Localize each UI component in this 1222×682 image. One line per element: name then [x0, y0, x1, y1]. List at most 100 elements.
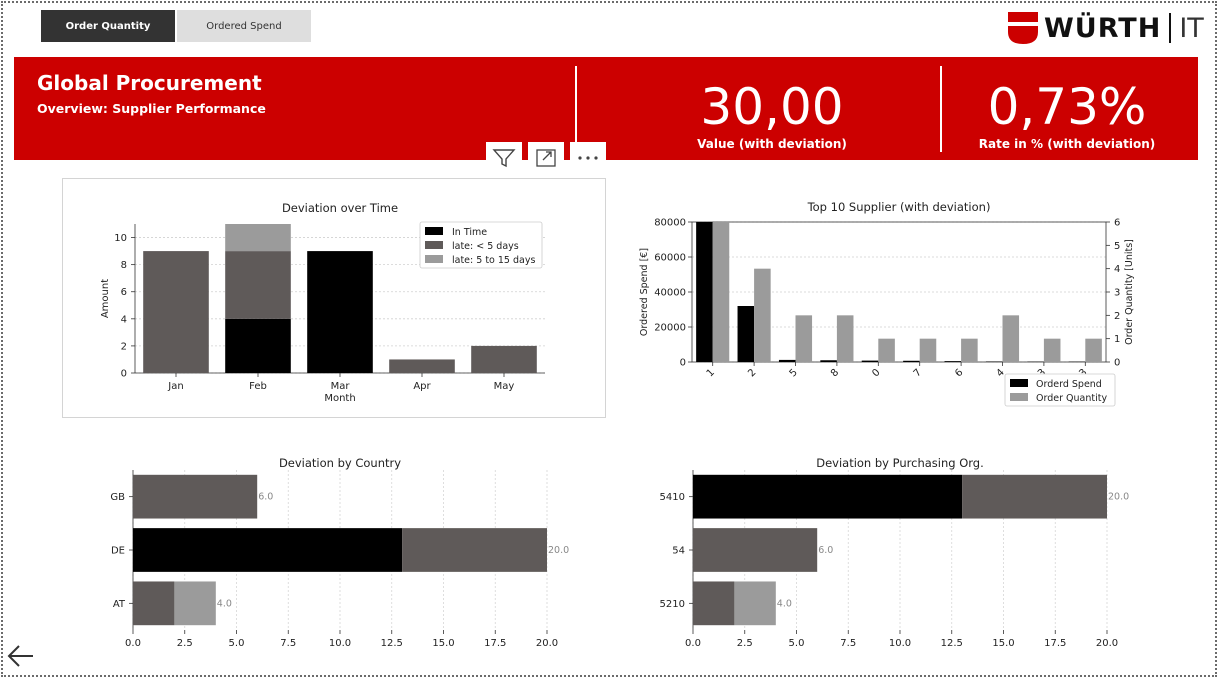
legend-swatch [1010, 379, 1028, 387]
legend-label: late: 5 to 15 days [452, 255, 535, 266]
x-axis-label: Month [324, 393, 355, 404]
chart-title: Deviation by Purchasing Org. [816, 456, 984, 470]
logo-wordmark: WÜRTH [1044, 12, 1162, 44]
x-tick-label: May [494, 381, 515, 392]
filter-icon [492, 149, 516, 168]
legend-box [419, 221, 543, 269]
focus-mode-icon [536, 149, 556, 167]
bar-ordered-spend [737, 306, 755, 362]
logo-suffix: IT [1179, 12, 1204, 44]
legend-label: late: < 5 days [452, 241, 519, 252]
x-tick-label: 12.5 [941, 638, 963, 649]
y-tick-label: 40000 [654, 288, 686, 299]
bar-segment [471, 345, 537, 373]
legend-swatch [425, 227, 443, 235]
y-tick-label: AT [113, 599, 126, 610]
bar-order-quantity [1002, 315, 1020, 362]
bar-ordered-spend [778, 359, 796, 362]
bar-total-label: 4.0 [217, 598, 232, 609]
y2-tick-label: 1 [1114, 334, 1120, 345]
header-banner: Global Procurement Overview: Supplier Pe… [14, 57, 1198, 160]
x-tick-label: 20.0 [536, 638, 558, 649]
y-tick-label: 0 [680, 358, 686, 369]
ordered-spend-button[interactable]: Ordered Spend [177, 10, 311, 42]
x-tick-label: 5.0 [789, 638, 805, 649]
bar-order-quantity [1043, 338, 1061, 362]
wurth-emblem-icon [1008, 12, 1038, 44]
y-tick-label: 5410 [660, 492, 685, 503]
y-tick-label: 5210 [660, 599, 685, 610]
bar-order-quantity [836, 315, 854, 362]
legend-label: Orderd Spend [1036, 379, 1102, 390]
x-tick-label: 17.5 [1044, 638, 1066, 649]
bar-segment [225, 224, 291, 252]
bar-segment [962, 474, 1107, 519]
legend-swatch [1010, 393, 1028, 401]
y-tick-label: 60000 [654, 253, 686, 264]
chart-deviation-by-purch-org[interactable]: 0.0 2.5 5.0 7.5 10.0 12.5 15.0 17.5 20.0 5410 20.0… [650, 450, 1150, 660]
visual-header-toolbar [486, 142, 606, 174]
y-tick-label: 20000 [654, 323, 686, 334]
x-tick-label: Jan [167, 381, 183, 392]
y-tick-label: 0 [121, 369, 127, 380]
filter-button[interactable] [486, 142, 522, 174]
y2-axis-label: Order Quantity [Units] [1124, 239, 1135, 345]
kpi-value-with-deviation: 30,00 [700, 78, 844, 136]
bar-total-label: 6.0 [258, 492, 273, 503]
y2-tick-label: 6 [1114, 218, 1120, 229]
bar-order-quantity [712, 222, 730, 362]
chart-title: Deviation by Country [279, 456, 401, 470]
y-axis-label: Amount [100, 279, 111, 318]
banner-divider [575, 66, 577, 152]
y2-tick-label: 0 [1114, 358, 1120, 369]
y2-tick-label: 3 [1114, 288, 1120, 299]
y2-tick-label: 5 [1114, 241, 1120, 252]
y-tick-label: 80000 [654, 218, 686, 229]
x-tick-label: 7 [912, 367, 924, 379]
legend-box [1004, 373, 1116, 407]
x-tick-label: 6 [953, 367, 965, 379]
x-tick-label: Mar [331, 381, 351, 392]
bar-order-quantity [878, 338, 895, 362]
chart-top10-supplier[interactable]: 0 20000 40000 60000 80000 0 1 2 3 4 5 6 1 2 5 8 0 7 6 4 3 3 To… [630, 192, 1150, 408]
focus-mode-button[interactable] [528, 142, 564, 174]
y-tick-label: GB [110, 492, 125, 503]
bar-segment [693, 528, 818, 572]
chart-title: Deviation over Time [282, 201, 398, 215]
page-title: Global Procurement [37, 71, 262, 95]
bar-total-label: 6.0 [818, 545, 833, 556]
bar-segment [693, 581, 735, 626]
x-tick-label: Apr [413, 381, 431, 392]
bar-ordered-spend [861, 360, 879, 362]
x-tick-label: 2.5 [737, 638, 753, 649]
y-tick-label: 6 [121, 287, 127, 298]
bar-order-quantity [961, 338, 978, 362]
plot-frame [691, 221, 1107, 363]
bar-ordered-spend [820, 360, 837, 362]
deviation-by-purch-org-svg: 0.0 2.5 5.0 7.5 10.0 12.5 15.0 17.5 20.0 5410 20.0… [660, 456, 1130, 649]
y-tick-label: 4 [121, 314, 127, 325]
wurth-it-logo: WÜRTH IT [1008, 11, 1204, 45]
x-tick-label: 10.0 [889, 638, 911, 649]
x-tick-label: 15.0 [432, 638, 454, 649]
x-tick-label: 2 [746, 367, 758, 379]
legend-label: Order Quantity [1036, 393, 1107, 404]
x-tick-label: 0 [870, 367, 882, 379]
x-tick-label: 0.0 [685, 638, 701, 649]
y2-tick-label: 2 [1114, 311, 1120, 322]
bar-ordered-spend [696, 222, 713, 362]
chart-deviation-over-time[interactable]: 0 2 4 6 8 10 Jan Feb Mar Apr May Deviation over Tim… [62, 178, 606, 418]
order-quantity-button[interactable]: Order Quantity [41, 10, 175, 42]
x-tick-label: 7.5 [280, 638, 296, 649]
y-tick-label: 54 [672, 546, 685, 557]
x-tick-label: 5 [788, 367, 800, 379]
chart-deviation-by-country[interactable]: 0.0 2.5 5.0 7.5 10.0 12.5 15.0 17.5 20.0 GB 6.0 DE 2… [90, 450, 590, 660]
legend-swatch [425, 255, 443, 263]
back-arrow-icon[interactable] [5, 642, 37, 670]
bar-segment [734, 581, 776, 626]
y-tick-label: 10 [114, 233, 127, 244]
more-options-button[interactable] [570, 142, 606, 174]
x-tick-label: 0.0 [125, 638, 141, 649]
bar-ordered-spend [903, 360, 920, 362]
